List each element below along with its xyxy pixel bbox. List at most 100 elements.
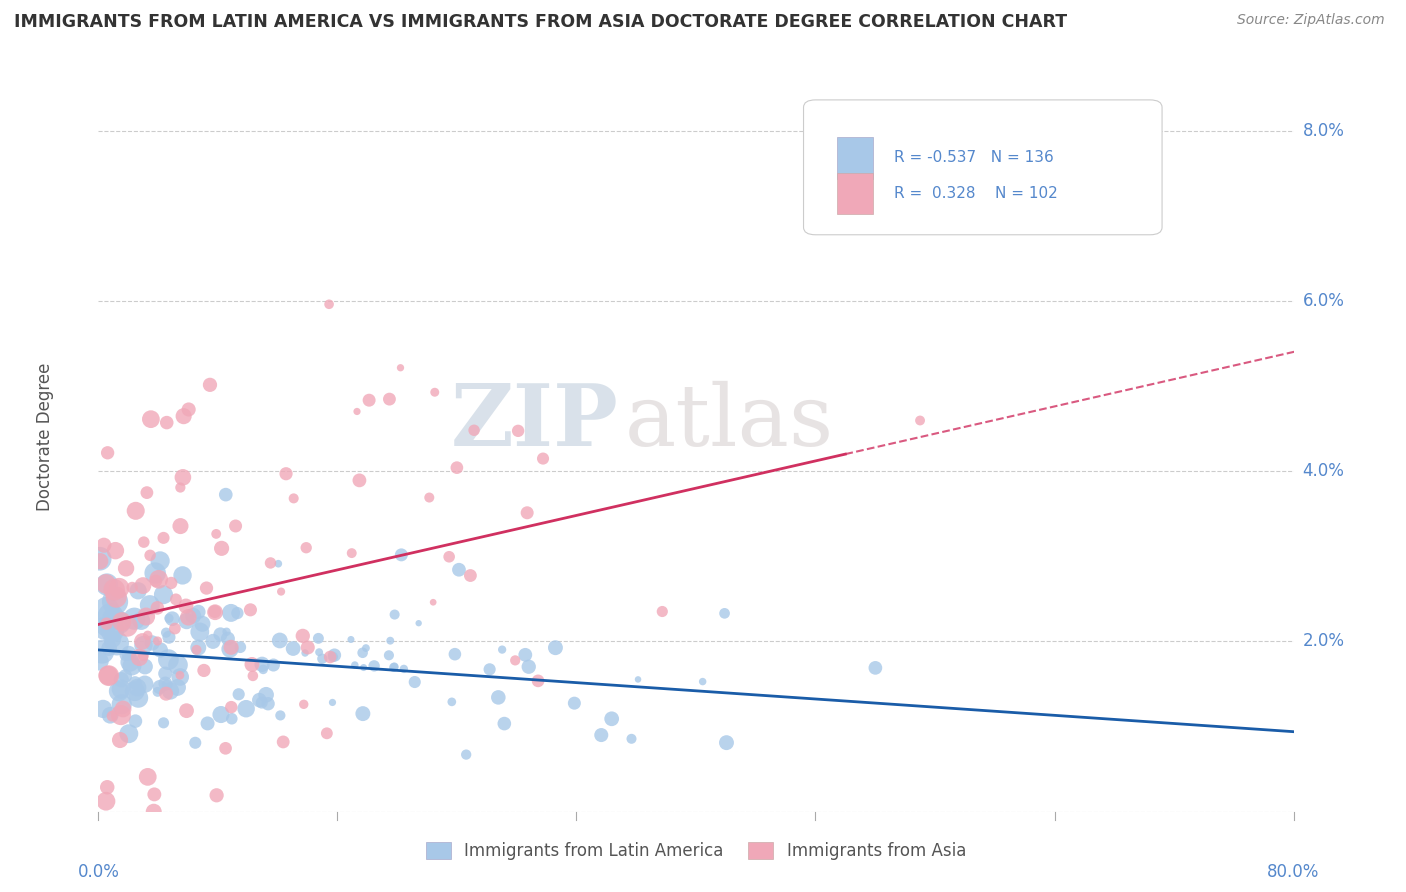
Point (96, 602, 118, 616)
Text: 8.0%: 8.0% (1302, 121, 1344, 139)
Point (544, 640, 567, 655)
Point (139, 412, 162, 426)
Point (271, 735, 294, 749)
Point (378, 648, 401, 663)
Point (209, 707, 232, 722)
Point (139, 549, 162, 563)
Point (242, 669, 264, 683)
Text: R =  0.328    N = 102: R = 0.328 N = 102 (894, 186, 1059, 201)
Point (111, 697, 134, 711)
Point (125, 504, 148, 518)
Point (100, 609, 122, 624)
Point (93, 621, 115, 635)
Point (132, 638, 155, 652)
Point (354, 641, 377, 656)
Point (132, 648, 155, 663)
Point (274, 467, 297, 481)
Text: 0.0%: 0.0% (77, 863, 120, 880)
Point (93, 621, 115, 635)
Point (177, 402, 200, 417)
Point (215, 488, 238, 502)
Point (143, 788, 166, 802)
Point (96, 616, 118, 631)
Point (124, 684, 146, 698)
Point (98, 641, 121, 656)
Point (297, 640, 319, 655)
Point (219, 642, 242, 657)
Point (353, 660, 375, 674)
Text: atlas: atlas (624, 381, 834, 464)
Point (132, 578, 155, 592)
Point (564, 696, 586, 710)
Point (156, 678, 179, 692)
Point (166, 681, 188, 695)
Point (240, 657, 263, 672)
Point (176, 614, 198, 628)
Point (118, 727, 141, 741)
Point (169, 481, 191, 495)
Point (446, 460, 468, 475)
Point (110, 682, 132, 697)
Point (447, 563, 470, 577)
Point (135, 609, 157, 624)
Point (149, 680, 172, 694)
Point (380, 633, 402, 648)
Point (135, 485, 157, 500)
Point (97, 668, 120, 682)
Point (478, 662, 501, 676)
Point (228, 687, 250, 701)
Point (157, 611, 180, 625)
Point (124, 714, 146, 728)
Point (352, 706, 374, 721)
Point (217, 632, 239, 646)
Point (111, 615, 134, 629)
Point (96, 577, 118, 591)
Point (531, 451, 554, 466)
Point (169, 668, 191, 682)
Point (108, 581, 131, 595)
Point (162, 612, 184, 626)
Point (486, 690, 509, 705)
Point (229, 640, 252, 655)
Point (127, 583, 149, 598)
Point (188, 624, 211, 639)
Point (494, 716, 516, 731)
Point (267, 557, 290, 571)
Point (363, 659, 385, 673)
Point (142, 805, 165, 819)
Point (176, 704, 198, 718)
Point (136, 770, 159, 784)
Point (197, 716, 219, 731)
Point (250, 657, 273, 672)
Point (105, 636, 128, 650)
Point (128, 650, 150, 665)
Point (152, 588, 174, 602)
Point (108, 684, 131, 698)
Point (121, 659, 143, 673)
Point (460, 568, 482, 582)
Point (204, 605, 226, 619)
Point (139, 598, 162, 612)
Point (235, 702, 257, 716)
Text: Source: ZipAtlas.com: Source: ZipAtlas.com (1237, 13, 1385, 28)
Point (110, 614, 132, 628)
Point (155, 676, 177, 690)
Point (491, 642, 513, 657)
Point (187, 605, 209, 619)
Text: R = -0.537   N = 136: R = -0.537 N = 136 (894, 151, 1054, 166)
Point (157, 652, 180, 666)
Point (219, 640, 242, 655)
Point (101, 632, 124, 646)
Point (527, 673, 550, 688)
Point (295, 541, 318, 555)
Point (131, 634, 153, 648)
Point (127, 690, 149, 705)
Point (97, 668, 120, 682)
Point (205, 527, 228, 541)
Point (620, 731, 643, 746)
Point (156, 416, 179, 430)
Point (692, 674, 714, 689)
Point (651, 605, 673, 619)
Point (89, 551, 111, 566)
Point (456, 747, 478, 762)
